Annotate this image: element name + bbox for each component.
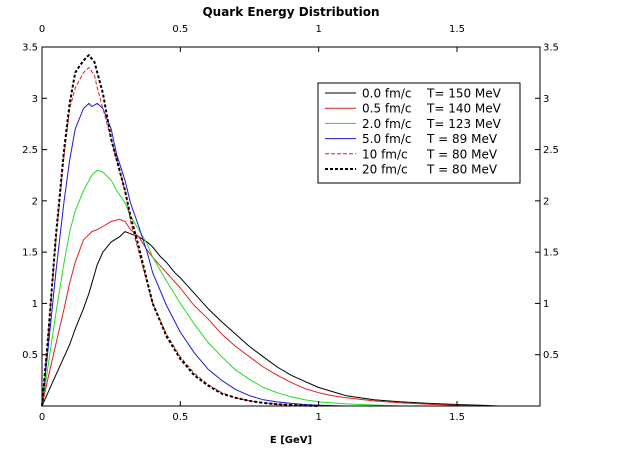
y-tick-label-left: 3 xyxy=(32,94,38,105)
axes-group: 0 0 0.5 0.5 1 1 1.5 1.5 0.5 0.5 1 1 1.5 1.5 2 2 2.5 2.5 3 3… xyxy=(22,24,559,423)
y-tick-label-left: 3.5 xyxy=(22,43,38,54)
chart-title: Quark Energy Distribution xyxy=(202,5,379,19)
y-tick-label-right: 2 xyxy=(543,196,549,207)
x-tick-label-top: 1.5 xyxy=(449,24,465,35)
y-tick-label-right: 1 xyxy=(543,299,549,310)
series-group xyxy=(41,54,499,407)
plot-frame xyxy=(41,46,541,407)
series-line-5 xyxy=(41,54,319,407)
series-line-4 xyxy=(41,67,319,407)
legend-label-temperature: T = 89 MeV xyxy=(426,132,498,146)
x-axis-label: E [GeV] xyxy=(270,435,312,446)
legend-label-time: 0.0 fm/c xyxy=(362,87,411,101)
legend-box xyxy=(317,82,521,184)
x-tick-label-top: 0.5 xyxy=(172,24,188,35)
x-tick-label-top: 1 xyxy=(315,24,321,35)
legend-label-temperature: T= 123 MeV xyxy=(426,117,502,131)
legend-label-time: 10 fm/c xyxy=(362,147,408,161)
legend: 0.0 fm/c T= 150 MeV 0.5 fm/c T= 140 MeV 2.0 … xyxy=(317,82,521,184)
x-tick-label-bottom: 0.5 xyxy=(172,412,188,423)
series-line-2 xyxy=(41,169,402,407)
y-tick-label-right: 0.5 xyxy=(543,350,559,361)
y-tick-label-left: 1 xyxy=(32,299,38,310)
series-line-1 xyxy=(41,218,485,407)
series-line-0 xyxy=(41,231,499,407)
y-tick-label-right: 3.5 xyxy=(543,43,559,54)
legend-label-temperature: T= 150 MeV xyxy=(426,87,502,101)
y-tick-label-right: 3 xyxy=(543,94,549,105)
legend-label-temperature: T = 80 MeV xyxy=(426,163,498,177)
y-tick-label-right: 1.5 xyxy=(543,248,559,259)
legend-label-time: 5.0 fm/c xyxy=(362,132,411,146)
legend-label-time: 20 fm/c xyxy=(362,163,408,177)
x-tick-label-bottom: 1.5 xyxy=(449,412,465,423)
legend-label-time: 0.5 fm/c xyxy=(362,102,411,116)
y-tick-label-right: 2.5 xyxy=(543,145,559,156)
x-tick-label-top: 0 xyxy=(39,24,45,35)
y-tick-label-left: 2 xyxy=(32,196,38,207)
y-tick-label-left: 2.5 xyxy=(22,145,38,156)
y-tick-label-left: 1.5 xyxy=(22,248,38,259)
legend-label-time: 2.0 fm/c xyxy=(362,117,411,131)
series-line-3 xyxy=(41,102,347,407)
x-tick-label-bottom: 1 xyxy=(315,412,321,423)
legend-label-temperature: T = 80 MeV xyxy=(426,147,498,161)
x-tick-label-bottom: 0 xyxy=(39,412,45,423)
y-tick-label-left: 0.5 xyxy=(22,350,38,361)
legend-label-temperature: T= 140 MeV xyxy=(426,102,502,116)
